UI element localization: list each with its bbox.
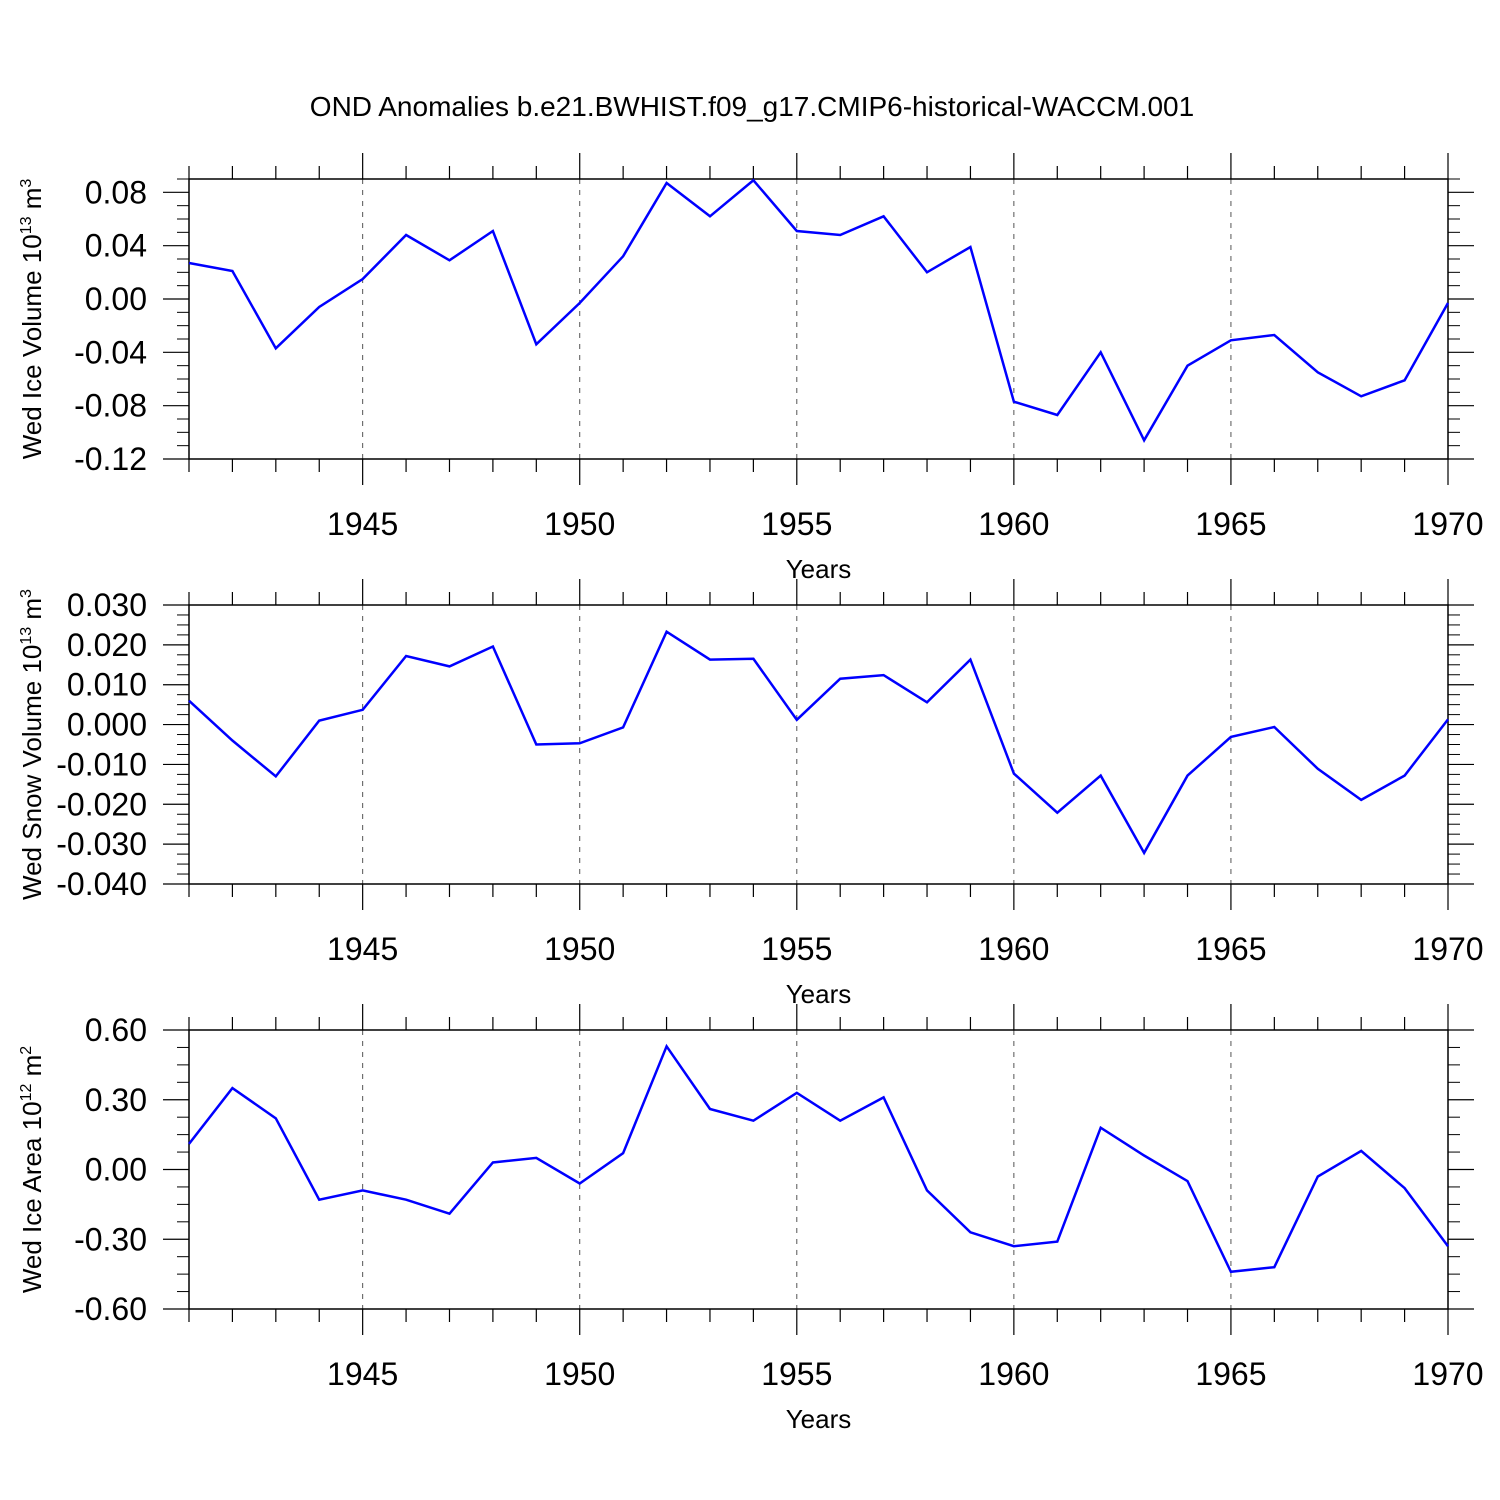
y-axis-title: Wed Snow Volume 1013 m3 bbox=[17, 589, 47, 900]
x-tick-label: 1945 bbox=[327, 506, 398, 542]
y-tick-label: 0.08 bbox=[85, 174, 147, 210]
y-tick-label: -0.30 bbox=[74, 1221, 147, 1257]
series-line bbox=[188, 1043, 1450, 1274]
x-axis-title: Years bbox=[786, 979, 852, 1009]
y-axis-title: Wed Ice Area 1012 m2 bbox=[17, 1046, 47, 1293]
y-tick-label: 0.000 bbox=[67, 707, 147, 743]
x-tick-label: 1965 bbox=[1195, 506, 1266, 542]
y-tick-label: -0.040 bbox=[56, 866, 147, 902]
y-tick-label: -0.04 bbox=[74, 334, 147, 370]
x-tick-label: 1945 bbox=[327, 1356, 398, 1392]
y-tick-label: 0.60 bbox=[85, 1012, 147, 1048]
x-tick-label: 1960 bbox=[978, 1356, 1049, 1392]
x-tick-label: 1970 bbox=[1412, 931, 1483, 967]
plot-frame bbox=[188, 178, 1449, 460]
y-tick-label: -0.020 bbox=[56, 786, 147, 822]
y-tick-label: -0.60 bbox=[74, 1291, 147, 1327]
x-tick-label: 1970 bbox=[1412, 506, 1483, 542]
x-axis-title: Years bbox=[786, 1404, 852, 1434]
y-tick-label: 0.010 bbox=[67, 667, 147, 703]
y-tick-label: -0.12 bbox=[74, 441, 147, 477]
y-axis-title: Wed Ice Volume 1013 m3 bbox=[17, 179, 47, 460]
plot-frame bbox=[188, 604, 1449, 885]
x-tick-label: 1970 bbox=[1412, 1356, 1483, 1392]
y-tick-label: 0.020 bbox=[67, 627, 147, 663]
y-tick-label: -0.010 bbox=[56, 746, 147, 782]
panel-ice-volume: -0.12 -0.08 -0.04 0.00 0.04 0.08 1945 1950 1955 1… bbox=[17, 153, 1484, 584]
x-tick-label: 1965 bbox=[1195, 1356, 1266, 1392]
y-tick-label: 0.030 bbox=[67, 587, 147, 623]
x-tick-label: 1960 bbox=[978, 506, 1049, 542]
y-tick-label: 0.00 bbox=[85, 281, 147, 317]
y-tick-label: 0.00 bbox=[85, 1152, 147, 1188]
panel-ice-area: -0.60 -0.30 0.00 0.30 0.60 1945 1950 1955 1960 19… bbox=[17, 1004, 1484, 1434]
x-tick-label: 1950 bbox=[544, 931, 615, 967]
x-tick-label: 1950 bbox=[544, 1356, 615, 1392]
figure-title: OND Anomalies b.e21.BWHIST.f09_g17.CMIP6… bbox=[310, 91, 1194, 122]
series-line bbox=[188, 629, 1449, 856]
y-tick-label: -0.08 bbox=[74, 388, 147, 424]
x-axis-title: Years bbox=[786, 554, 852, 584]
x-tick-label: 1965 bbox=[1195, 931, 1266, 967]
plot-frame bbox=[188, 1029, 1449, 1310]
x-tick-label: 1945 bbox=[327, 931, 398, 967]
series-line bbox=[188, 178, 1450, 443]
x-tick-label: 1955 bbox=[761, 1356, 832, 1392]
x-tick-label: 1950 bbox=[544, 506, 615, 542]
x-tick-label: 1955 bbox=[761, 931, 832, 967]
x-tick-label: 1955 bbox=[761, 506, 832, 542]
y-tick-label: -0.030 bbox=[56, 826, 147, 862]
y-tick-label: 0.30 bbox=[85, 1082, 147, 1118]
x-tick-label: 1960 bbox=[978, 931, 1049, 967]
y-tick-label: 0.04 bbox=[85, 228, 147, 264]
